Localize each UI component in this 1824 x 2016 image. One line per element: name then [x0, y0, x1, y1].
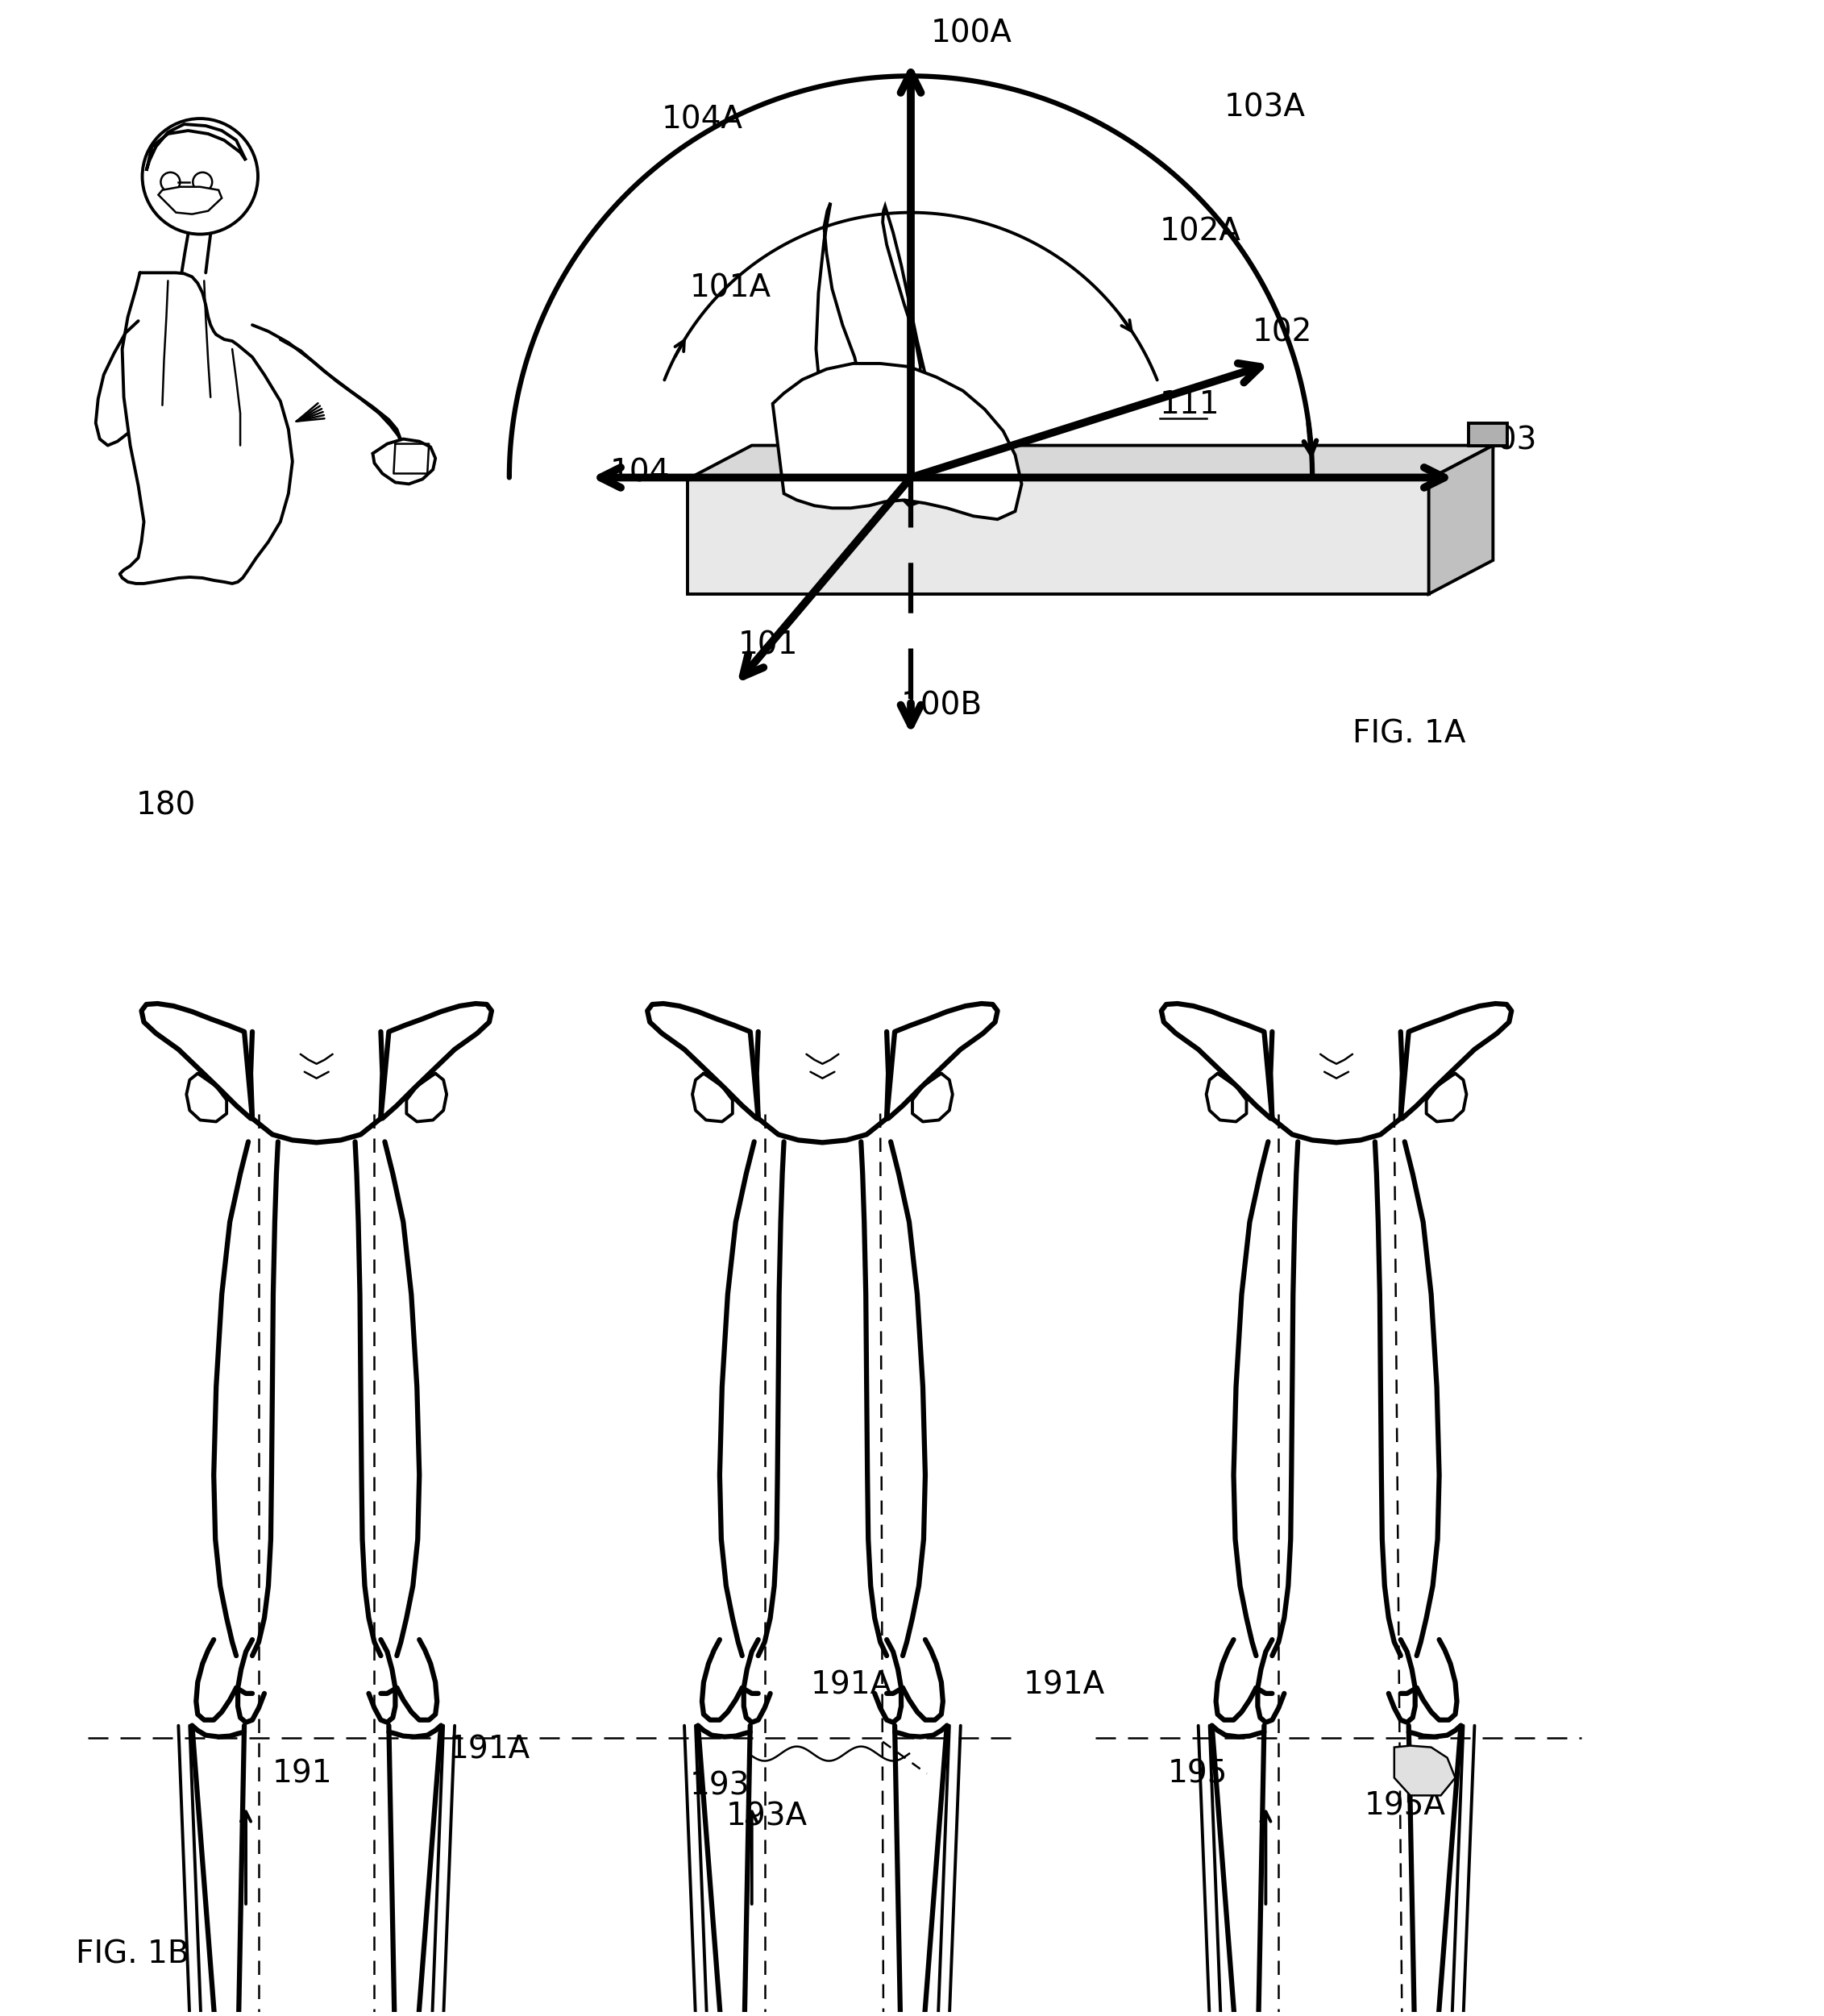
Text: 191A: 191A [1023, 1669, 1105, 1702]
Polygon shape [815, 204, 866, 502]
Text: 100B: 100B [901, 689, 983, 722]
Text: 191A: 191A [449, 1734, 531, 1764]
Polygon shape [1428, 446, 1494, 595]
Text: 111: 111 [1160, 389, 1220, 419]
Text: 195A: 195A [1364, 1790, 1446, 1820]
Text: 193: 193 [689, 1770, 750, 1800]
Text: 102A: 102A [1160, 216, 1240, 248]
Polygon shape [1468, 423, 1507, 446]
Text: 101: 101 [739, 631, 799, 661]
Polygon shape [883, 206, 936, 506]
Text: 104: 104 [609, 458, 669, 488]
Text: 104A: 104A [662, 105, 742, 135]
Text: 103: 103 [1477, 425, 1538, 456]
Text: 100A: 100A [930, 18, 1012, 48]
Text: 117: 117 [1111, 518, 1171, 548]
Polygon shape [159, 187, 223, 214]
Text: 101A: 101A [689, 272, 772, 302]
Polygon shape [1394, 1746, 1456, 1796]
Text: FIG. 1A: FIG. 1A [1352, 718, 1466, 750]
Text: 191: 191 [272, 1758, 332, 1788]
Text: 103A: 103A [1224, 93, 1306, 123]
Circle shape [142, 119, 257, 234]
Text: FIG. 1B: FIG. 1B [75, 1939, 190, 1970]
Text: 102: 102 [1251, 317, 1311, 347]
Polygon shape [146, 125, 246, 171]
Polygon shape [773, 363, 1021, 520]
Text: 195: 195 [1167, 1758, 1228, 1788]
Polygon shape [372, 439, 436, 484]
Polygon shape [688, 446, 1494, 480]
Polygon shape [688, 480, 1428, 595]
Text: 191A: 191A [810, 1669, 892, 1702]
Text: 180: 180 [135, 790, 195, 821]
Text: 193A: 193A [726, 1800, 808, 1833]
